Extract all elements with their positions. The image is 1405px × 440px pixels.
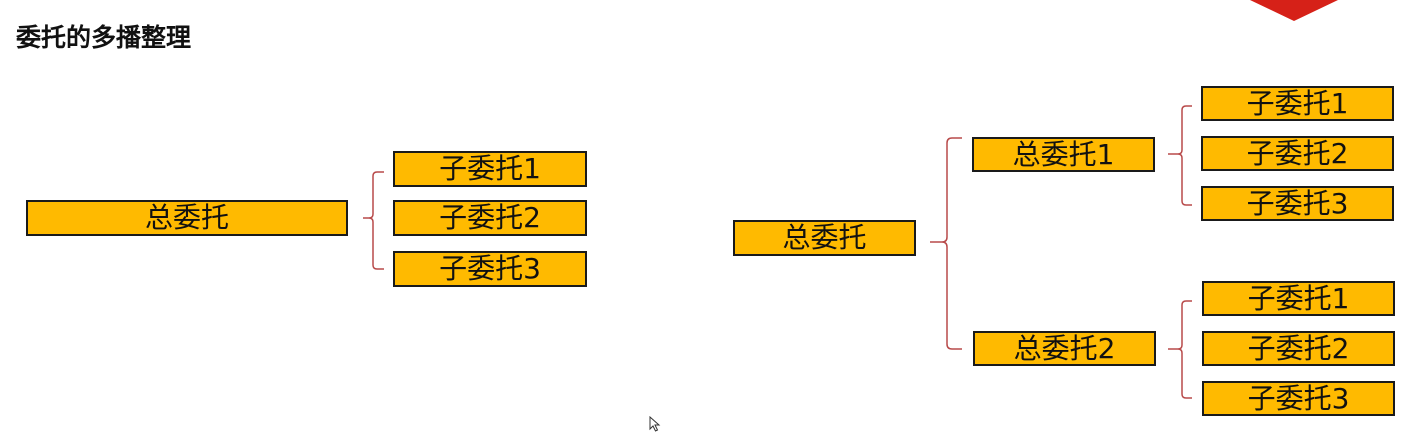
- right-root-label: 总委托: [782, 221, 867, 254]
- right-group1-child-label-1: 子委托1: [1246, 86, 1349, 120]
- left-child-label-3: 子委托3: [439, 252, 541, 285]
- right-group1-child-box-2: 子委托2: [1201, 136, 1394, 171]
- page-title: 委托的多播整理: [16, 23, 192, 52]
- left-child-box-3: 子委托3: [393, 251, 587, 287]
- right-group2-child-box-1: 子委托1: [1202, 281, 1395, 316]
- right-group2-child-label-1: 子委托1: [1247, 281, 1350, 315]
- right-group2-child-box-3: 子委托3: [1202, 381, 1395, 416]
- right-group1-child-box-1: 子委托1: [1201, 86, 1394, 121]
- right-group-label-2: 总委托2: [1013, 331, 1116, 365]
- left-child-label-2: 子委托2: [439, 201, 541, 234]
- left-child-label-1: 子委托1: [439, 152, 541, 185]
- left-root-label: 总委托: [144, 201, 229, 234]
- bracket-right-main: [930, 137, 962, 350]
- bracket-right-group1: [1168, 105, 1192, 206]
- bracket-right-group2: [1168, 300, 1192, 399]
- right-group1-child-box-3: 子委托3: [1201, 186, 1394, 221]
- right-group2-child-box-2: 子委托2: [1202, 331, 1395, 366]
- right-group2-child-label-2: 子委托2: [1247, 331, 1350, 365]
- left-child-box-1: 子委托1: [393, 151, 587, 187]
- right-root-box: 总委托: [733, 220, 916, 256]
- right-group-box-1: 总委托1: [972, 137, 1155, 172]
- right-group1-child-label-2: 子委托2: [1246, 136, 1349, 170]
- left-child-box-2: 子委托2: [393, 200, 587, 236]
- right-group1-child-label-3: 子委托3: [1246, 186, 1349, 220]
- right-group2-child-label-3: 子委托3: [1247, 381, 1350, 415]
- mouse-cursor-icon: [649, 416, 661, 432]
- corner-decoration: [1250, 0, 1338, 21]
- right-group-label-1: 总委托1: [1012, 137, 1115, 171]
- right-group-box-2: 总委托2: [973, 331, 1156, 366]
- left-root-box: 总委托: [26, 200, 348, 236]
- bracket-left-main: [363, 171, 384, 270]
